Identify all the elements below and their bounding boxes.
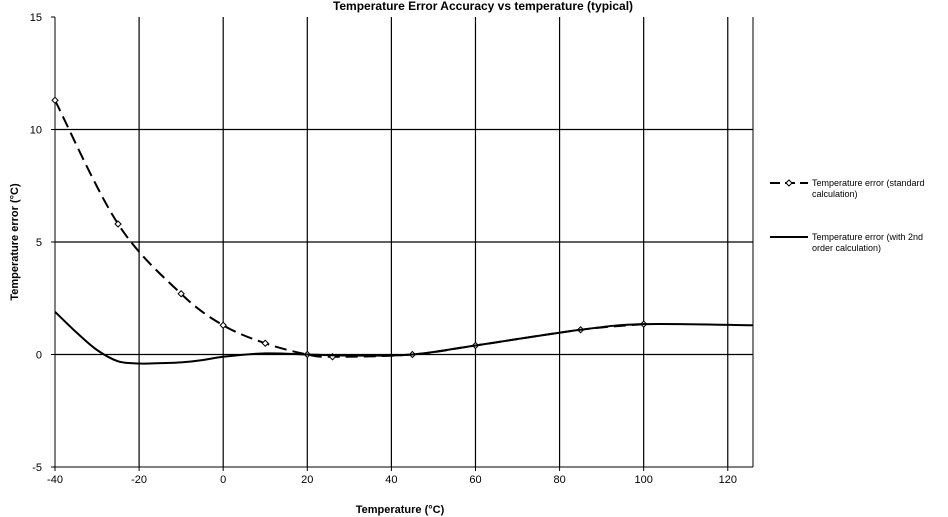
legend-marker-1 xyxy=(785,179,793,187)
x-tick-label: -40 xyxy=(47,474,63,486)
y-tick-label: 15 xyxy=(30,12,42,24)
x-tick-label: 100 xyxy=(634,474,652,486)
x-axis-label: Temperature (°C) xyxy=(356,504,445,516)
x-axis-ticks: -40 -20 0 20 40 60 80 100 120 xyxy=(47,467,737,486)
x-tick-label: 60 xyxy=(469,474,481,486)
chart-title: Temperature Error Accuracy vs temperatur… xyxy=(333,0,633,13)
x-tick-label: 0 xyxy=(220,474,226,486)
series-2-line xyxy=(54,311,754,365)
series-1-line xyxy=(54,99,644,358)
legend-label-2: order calculation) xyxy=(812,243,881,253)
grid xyxy=(55,17,753,467)
y-axis-ticks: -5 0 5 10 15 xyxy=(30,12,55,474)
legend-label-1: Temperature error (standard xyxy=(812,178,925,188)
y-tick-label: 10 xyxy=(30,125,42,137)
series-1-point xyxy=(114,220,122,228)
series-1-point xyxy=(177,290,185,298)
legend-label-2: Temperature error (with 2nd xyxy=(812,232,923,242)
series-1-point xyxy=(261,339,269,347)
x-tick-label: -20 xyxy=(131,474,147,486)
series-1-point xyxy=(219,321,227,329)
legend-label-1: calculation) xyxy=(812,189,858,199)
y-tick-label: 0 xyxy=(36,350,42,362)
x-tick-label: 80 xyxy=(553,474,565,486)
y-tick-label: -5 xyxy=(32,462,42,474)
y-axis-label: Temperature error (°C) xyxy=(9,183,21,301)
x-tick-label: 120 xyxy=(719,474,737,486)
series-group xyxy=(51,96,754,365)
y-tick-label: 5 xyxy=(36,237,42,249)
series-1-point xyxy=(51,96,59,104)
x-tick-label: 20 xyxy=(301,474,313,486)
x-tick-label: 40 xyxy=(385,474,397,486)
